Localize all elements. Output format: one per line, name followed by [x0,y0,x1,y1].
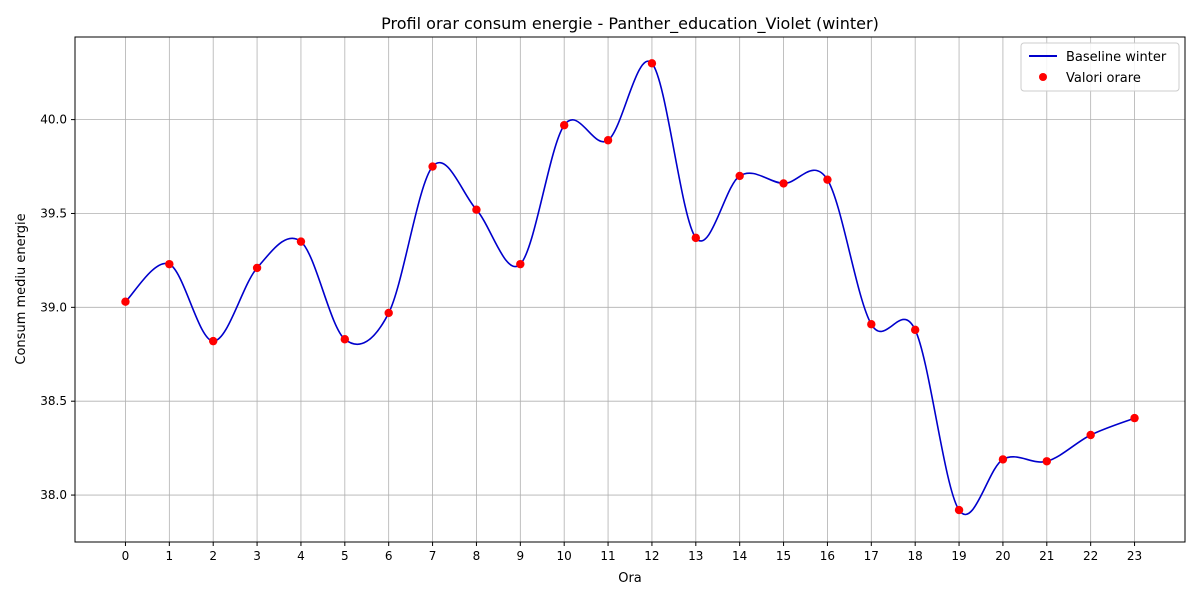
plot-frame [74,36,1186,543]
x-tick-label: 16 [820,549,835,563]
x-tick-label: 11 [600,549,615,563]
x-axis-ticks: 0 1 2 3 4 5 6 7 8 9 10 11 12 13 14 15 16 17 18 19 20 21 22 23 [122,542,1142,563]
legend-label-baseline: Baseline winter [1066,50,1167,65]
x-tick-label: 1 [166,549,174,563]
x-tick-label: 21 [1039,549,1054,563]
hourly-value-point [954,505,964,515]
y-tick-label: 39.5 [40,206,67,220]
hourly-value-point [165,259,174,269]
hourly-value-point [779,179,788,188]
x-tick-label: 8 [473,549,481,563]
hourly-value-point [252,263,262,273]
x-tick-label: 10 [557,549,572,563]
hourly-value-point [1086,430,1095,440]
x-tick-label: 18 [908,549,923,563]
x-tick-label: 19 [951,549,966,563]
hourly-value-point [1130,413,1139,423]
x-tick-label: 12 [644,549,659,563]
x-tick-label: 0 [122,549,130,563]
hourly-value-point [1042,457,1051,466]
x-tick-label: 5 [341,549,349,563]
hourly-value-point [735,171,744,181]
y-tick-label: 40.0 [40,113,67,127]
hourly-value-point [910,325,920,335]
hourly-value-point [998,455,1008,464]
x-tick-label: 6 [385,549,393,563]
hourly-value-point [209,336,218,346]
hourly-value-point [867,320,876,329]
grid [75,37,1185,542]
hourly-value-point [340,335,350,344]
x-tick-label: 17 [864,549,879,563]
hourly-value-point [121,297,130,306]
hourly-value-point [647,59,657,68]
x-tick-label: 9 [516,549,524,563]
hourly-value-point [603,136,613,145]
hourly-value-point [691,233,701,243]
y-axis-ticks: 38.0 38.5 39.0 39.5 40.0 [40,113,75,502]
hourly-value-point [296,237,306,246]
hourly-value-point [384,308,393,318]
hourly-value-point [428,162,437,171]
x-tick-label: 15 [776,549,791,563]
legend-box [1020,42,1180,92]
x-tick-label: 23 [1127,549,1142,563]
y-axis-label: Consum mediu energie [14,213,29,364]
hourly-values-series [121,59,1139,515]
x-tick-label: 20 [995,549,1010,563]
x-tick-label: 14 [732,549,747,563]
hourly-value-point [559,121,569,130]
chart-title: Profil orar consum energie - Panther_edu… [381,14,879,34]
y-tick-label: 39.0 [40,300,67,314]
hourly-value-point [823,175,832,184]
legend-label-hourly-values: Valori orare [1066,71,1141,86]
x-axis-label: Ora [618,571,642,586]
y-tick-label: 38.0 [40,488,67,502]
hourly-value-point [472,205,481,214]
legend-dot-swatch [1039,73,1047,81]
x-tick-label: 2 [209,549,217,563]
hourly-value-point [516,259,525,269]
x-tick-label: 7 [429,549,437,563]
x-tick-label: 22 [1083,549,1098,563]
y-tick-label: 38.5 [40,394,67,408]
x-tick-label: 13 [688,549,703,563]
x-tick-label: 4 [297,549,305,563]
x-tick-label: 3 [253,549,261,563]
legend: Baseline winter Valori orare [1020,42,1180,92]
